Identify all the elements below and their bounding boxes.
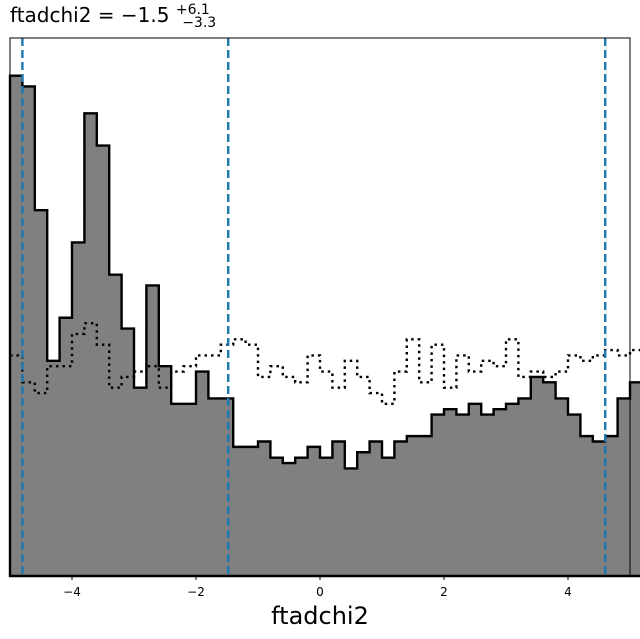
histogram-bar bbox=[444, 409, 457, 576]
histogram-bar bbox=[617, 398, 631, 576]
histogram-bar bbox=[481, 414, 494, 576]
histogram-bar bbox=[146, 285, 160, 576]
histogram-bar bbox=[196, 371, 209, 576]
histogram-bar bbox=[555, 398, 569, 576]
x-tick-label: 0 bbox=[316, 585, 324, 599]
title-subscript: −3.3 bbox=[182, 15, 216, 31]
histogram-bar bbox=[109, 274, 122, 576]
histogram-bar bbox=[382, 457, 395, 576]
histogram-bar bbox=[72, 242, 85, 576]
histogram-bar bbox=[369, 441, 383, 576]
histogram-bar bbox=[456, 414, 470, 576]
histogram-bar bbox=[419, 436, 432, 576]
histogram-bar bbox=[568, 414, 581, 576]
histogram-bar bbox=[493, 409, 507, 576]
histogram-bar bbox=[183, 403, 197, 576]
histogram-bar bbox=[59, 317, 73, 576]
histogram-bar bbox=[357, 452, 370, 576]
histogram-bar bbox=[518, 398, 532, 576]
histogram-bar bbox=[605, 436, 618, 576]
chart-title: ftadchi2 = −1.5 +6.1 −3.3 bbox=[10, 0, 216, 31]
histogram-bar bbox=[208, 398, 222, 576]
histogram-bar bbox=[47, 360, 60, 576]
histogram-bar bbox=[258, 441, 271, 576]
x-tick-label: 4 bbox=[564, 585, 572, 599]
histogram-bar bbox=[34, 210, 48, 576]
filled-histogram-outline bbox=[8, 74, 640, 578]
histogram-bar bbox=[121, 328, 135, 576]
histogram-bar bbox=[171, 403, 184, 576]
histogram-bar bbox=[233, 446, 246, 576]
dotted-histogram-outline bbox=[10, 321, 640, 406]
histogram-bar bbox=[96, 145, 110, 576]
histogram-bar bbox=[22, 86, 36, 577]
x-tick-label: −4 bbox=[63, 585, 81, 599]
histogram-bar bbox=[295, 457, 308, 576]
histogram-bar bbox=[307, 446, 321, 576]
histogram-bar bbox=[320, 457, 333, 576]
histogram-bar bbox=[84, 113, 98, 576]
x-axis-ticks: −4 −2 0 2 4 bbox=[63, 576, 572, 599]
title-superscript: +6.1 bbox=[176, 2, 210, 18]
percentile-lines bbox=[21, 38, 607, 576]
x-tick-label: 2 bbox=[440, 585, 448, 599]
histogram-bar bbox=[10, 75, 23, 576]
histogram-bar bbox=[580, 436, 594, 576]
histogram-bar bbox=[282, 463, 296, 576]
title-base: ftadchi2 = −1.5 bbox=[10, 3, 169, 27]
histogram-bar bbox=[245, 446, 259, 576]
x-axis-label: ftadchi2 bbox=[271, 602, 369, 630]
histogram-bar bbox=[543, 382, 556, 576]
histogram-bar bbox=[506, 403, 519, 576]
histogram-bar bbox=[431, 414, 445, 576]
histogram-bar bbox=[344, 468, 358, 576]
histogram-bar bbox=[468, 403, 482, 576]
histogram-bar bbox=[158, 366, 172, 576]
histogram-bar bbox=[394, 441, 408, 576]
histogram-bar bbox=[406, 436, 420, 576]
histogram-bars bbox=[8, 74, 640, 578]
histogram-bar bbox=[270, 457, 284, 576]
histogram-bar bbox=[530, 376, 544, 576]
histogram-bar bbox=[592, 441, 606, 576]
histogram-bar bbox=[134, 387, 147, 576]
histogram-bar bbox=[332, 441, 346, 576]
x-tick-label: −2 bbox=[187, 585, 205, 599]
histogram-bar bbox=[630, 382, 640, 576]
